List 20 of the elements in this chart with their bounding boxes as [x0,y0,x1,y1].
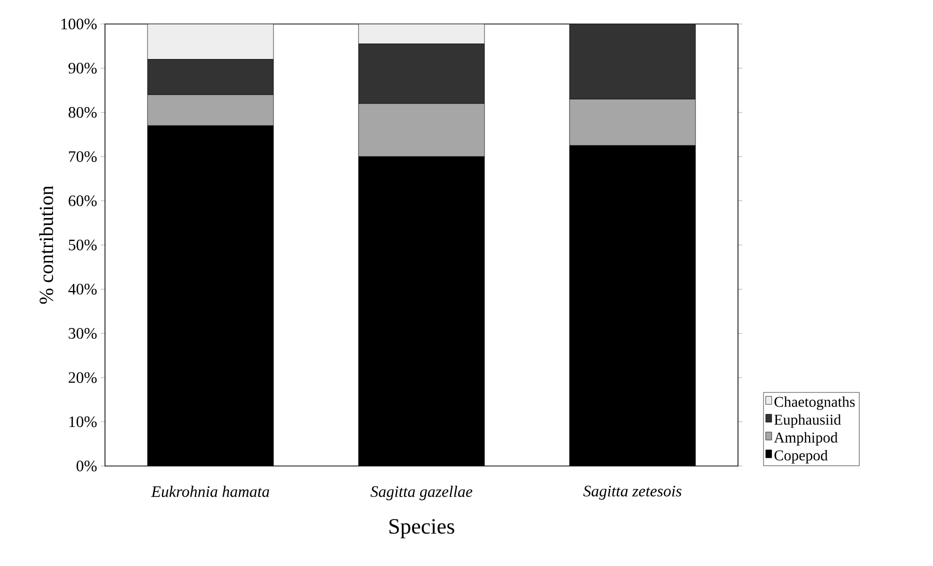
x-tick-label: Eukrohnia hamata [151,486,270,498]
legend-label: Chaetognaths [774,396,855,410]
y-tick-label: 10% [69,416,97,428]
y-axis-title: % contribution [39,186,54,304]
x-axis-title: Species [389,519,454,538]
legend-label: Copepod [774,450,828,464]
y-tick-label: 20% [68,372,97,383]
y-tick-label: 90% [68,62,97,74]
x-tick-label: Sagitta zetesois [583,486,682,500]
y-tick-label: 60% [68,195,97,206]
y-tick-label: 70% [69,151,97,162]
legend-label: Amphipod [774,432,838,446]
y-tick-label: 50% [68,240,97,250]
y-tick-label: 80% [68,107,97,118]
y-tick-label: 40% [68,284,97,295]
x-tick-label: Sagitta gazellae [370,486,472,500]
y-tick-label: 0% [76,460,97,472]
legend-label: Euphausiid [774,414,841,428]
y-tick-label: 30% [68,328,97,339]
y-tick-label: 100% [61,18,97,30]
